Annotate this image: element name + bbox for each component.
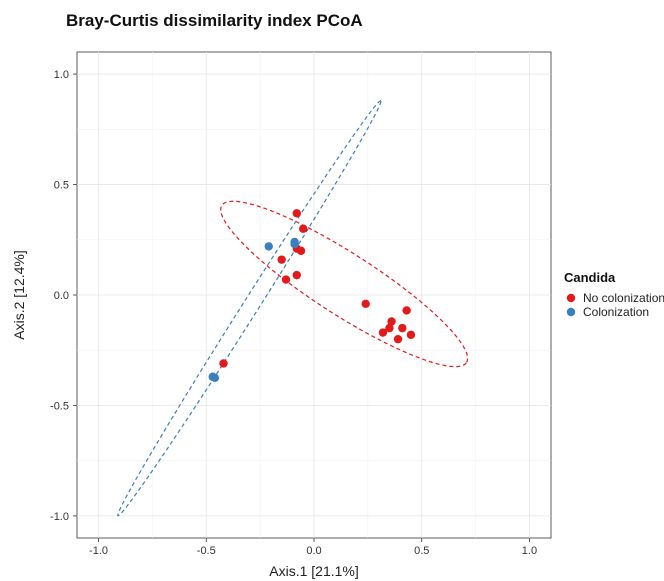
point-no-colonization bbox=[398, 323, 407, 333]
x-tick-label: 0.5 bbox=[414, 545, 429, 557]
legend-label-no-colonization: No colonization bbox=[583, 291, 664, 305]
y-axis-label: Axis.2 [12.4%] bbox=[11, 250, 27, 340]
x-tick-label: -1.0 bbox=[89, 545, 108, 557]
y-tick-label: 0.0 bbox=[54, 290, 69, 302]
point-no-colonization bbox=[393, 334, 403, 344]
grid-lines bbox=[77, 52, 551, 538]
point-no-colonization bbox=[361, 299, 370, 309]
point-colonization bbox=[264, 242, 273, 251]
point-colonization bbox=[210, 373, 220, 383]
y-tick-label: -1.0 bbox=[50, 511, 69, 523]
legend-label-colonization: Colonization bbox=[583, 305, 649, 319]
x-axis-label: Axis.1 [21.1%] bbox=[269, 563, 359, 579]
point-no-colonization bbox=[299, 224, 308, 233]
point-no-colonization bbox=[387, 317, 396, 326]
point-no-colonization bbox=[378, 328, 388, 337]
x-tick-label: 1.0 bbox=[522, 545, 537, 557]
point-no-colonization bbox=[292, 209, 301, 218]
scatter-points bbox=[208, 209, 416, 383]
point-no-colonization bbox=[296, 246, 306, 256]
x-tick-label: -0.5 bbox=[197, 545, 216, 557]
x-tick-label: 0.0 bbox=[306, 545, 321, 557]
ellipse-colonization bbox=[117, 100, 382, 517]
point-no-colonization bbox=[292, 270, 301, 280]
legend-swatch-colonization bbox=[566, 307, 576, 317]
point-no-colonization bbox=[385, 323, 394, 333]
legend-swatch-no-colonization bbox=[566, 293, 576, 303]
point-no-colonization bbox=[281, 275, 291, 284]
point-colonization bbox=[290, 239, 299, 249]
legend-title: Candida bbox=[564, 270, 616, 285]
chart-title: Bray-Curtis dissimilarity index PCoA bbox=[66, 11, 363, 30]
confidence-ellipses bbox=[117, 100, 469, 517]
point-no-colonization bbox=[277, 255, 286, 264]
y-axis-ticks: -1.0 -0.5 0.0 0.5 1.0 bbox=[50, 69, 77, 523]
ellipse-no-colonization bbox=[220, 200, 469, 368]
point-no-colonization bbox=[406, 330, 416, 339]
y-tick-label: 0.5 bbox=[54, 180, 69, 192]
point-no-colonization bbox=[219, 359, 228, 368]
x-axis-ticks: -1.0 -0.5 0.0 0.5 1.0 bbox=[89, 538, 537, 557]
y-tick-label: -0.5 bbox=[50, 400, 69, 412]
y-tick-label: 1.0 bbox=[54, 69, 69, 81]
point-no-colonization bbox=[402, 306, 411, 315]
